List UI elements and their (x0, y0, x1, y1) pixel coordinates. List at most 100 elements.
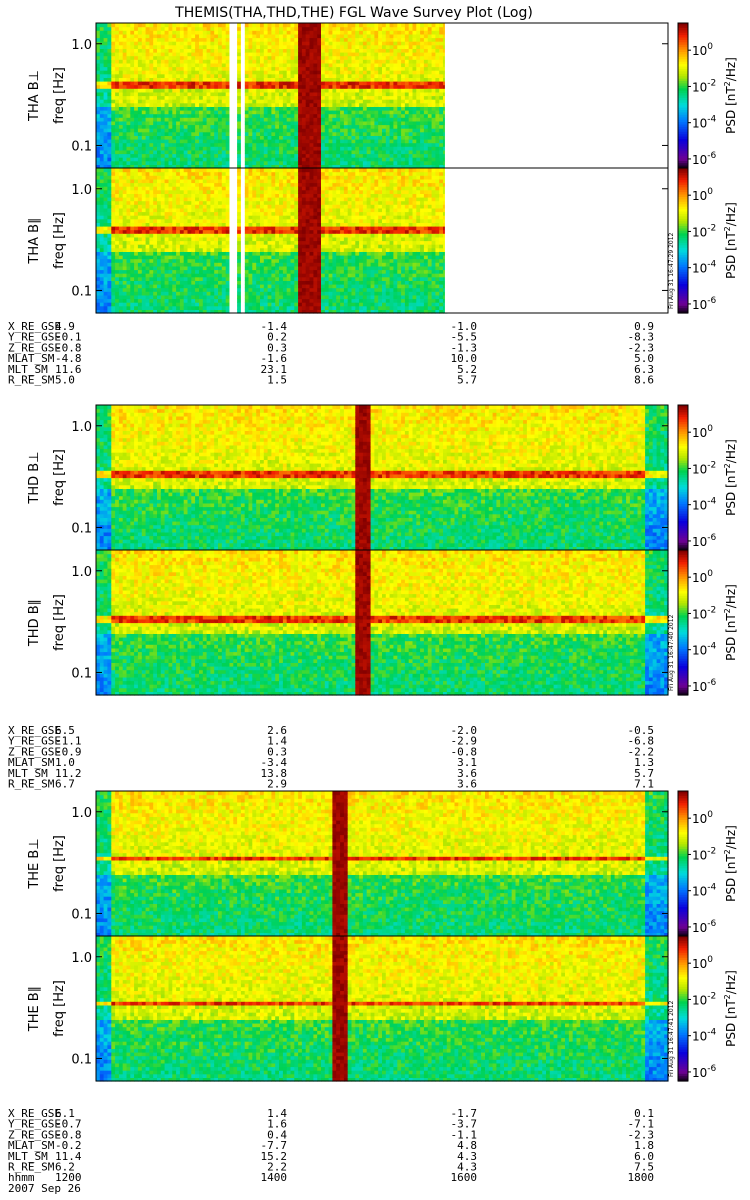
ephemeris-value: 3.1 (457, 756, 477, 769)
colorbar-tick: 10-2 (692, 605, 716, 621)
colorbar-tick: 100 (692, 424, 713, 440)
ephemeris-value: -0.8 (55, 341, 82, 354)
panel-label: THE B∥ (27, 986, 42, 1032)
time-stamp: Fri Aug 31 16:47:41 2012 (668, 1000, 675, 1077)
y-tick-label: 1.0 (71, 420, 92, 435)
y-tick-label: 0.1 (71, 1052, 92, 1067)
ephemeris-value: -2.3 (628, 1128, 655, 1141)
ephemeris-value: 4.3 (457, 1150, 477, 1163)
colorbar-tick: 100 (692, 810, 713, 826)
x-tick-label: 1800 (628, 1171, 655, 1184)
ephemeris-value: 5.7 (634, 767, 654, 780)
y-tick-label: 1.0 (71, 565, 92, 580)
panel-label: THA B⊥ (27, 70, 42, 122)
ephemeris-value: -0.5 (628, 724, 655, 737)
data-gap-2 (444, 168, 457, 313)
ephemeris-name: MLAT_SM (8, 1139, 55, 1152)
ephemeris-value: -1.3 (451, 341, 478, 354)
data-gap-1 (240, 168, 245, 313)
ephemeris-name: X_RE_GSE (8, 724, 61, 737)
ephemeris-value: 7.5 (634, 1161, 654, 1174)
ephemeris-value: 6.0 (634, 1150, 654, 1163)
colorbar: 100 10-2 10-4 10-6 PSD [nT2/Hz] (677, 22, 738, 169)
ephemeris-value: 1.4 (267, 735, 287, 748)
y-axis-label: freq [Hz] (52, 980, 67, 1037)
ephemeris-value: 0.9 (634, 320, 654, 333)
x-axis-label: hhmm (8, 1171, 35, 1184)
ephemeris-name: X_RE_GSE (8, 1107, 61, 1120)
colorbar-tick: 100 (692, 569, 713, 585)
ephemeris-value: -1.7 (451, 1107, 478, 1120)
data-gap-3 (458, 168, 668, 313)
ephemeris-value: 11.6 (55, 363, 82, 376)
ephemeris-value: -3.7 (451, 1118, 478, 1131)
colorbar-tick: 10-4 (692, 497, 717, 513)
data-gap-2 (444, 23, 457, 168)
colorbar-label: PSD [nT2/Hz] (723, 57, 738, 134)
y-axis-label: freq [Hz] (52, 67, 67, 124)
panel-label: THD B∥ (27, 599, 42, 647)
colorbar: 100 10-2 10-4 10-6 PSD [nT2/Hz] (677, 549, 738, 696)
ephemeris-value: -7.1 (628, 1118, 655, 1131)
x-tick-label: 1400 (261, 1171, 288, 1184)
ephemeris-name: Y_RE_GSE (8, 1118, 61, 1131)
colorbar-tick: 100 (692, 955, 713, 971)
ephemeris-value: 5.7 (457, 374, 477, 387)
y-axis-label: freq [Hz] (52, 835, 67, 892)
ephemeris-value: -0.8 (451, 745, 478, 758)
y-tick-label: 0.1 (71, 521, 92, 536)
ephemeris-value: -2.0 (451, 724, 478, 737)
ephemeris-value: 0.4 (267, 1128, 287, 1141)
ephemeris-value: 2.2 (267, 1161, 287, 1174)
ephemeris-value: 1.3 (634, 756, 654, 769)
ephemeris-value: 1.6 (267, 1118, 287, 1131)
colorbar: 100 10-2 10-4 10-6 PSD [nT2/Hz] (677, 404, 738, 551)
ephemeris-value: 1.8 (634, 1139, 654, 1152)
ephemeris-value: 7.1 (634, 778, 654, 791)
ephemeris-value: 1.4 (267, 1107, 287, 1120)
ephemeris-value: -7.7 (261, 1139, 288, 1152)
colorbar-tick: 10-4 (692, 642, 717, 658)
colorbar-label: PSD [nT2/Hz] (723, 970, 738, 1047)
ephemeris-value: -0.1 (55, 331, 82, 344)
panel-label: THE B⊥ (27, 838, 42, 889)
data-gap-1 (240, 23, 245, 168)
data-gap-0 (229, 168, 236, 313)
ephemeris-value: -5.5 (451, 331, 478, 344)
ephemeris-value: 1.0 (55, 756, 75, 769)
ephemeris-value: -0.9 (55, 745, 82, 758)
spectrogram-panel-thd-0: 1.0 0.1 THD B⊥ freq [Hz] 100 10-2 10-4 10-6 PSD … (27, 404, 738, 551)
colorbar-tick: 10-6 (692, 919, 717, 935)
colorbar-label: PSD [nT2/Hz] (723, 825, 738, 902)
ephemeris-value: 5.2 (457, 363, 477, 376)
ephemeris-value: 0.1 (634, 1107, 654, 1120)
ephemeris-name: R_RE_SM (8, 374, 55, 387)
y-tick-label: 1.0 (71, 183, 92, 198)
y-tick-label: 0.1 (71, 139, 92, 154)
y-tick-label: 0.1 (71, 284, 92, 299)
ephemeris-value: 6.3 (634, 363, 654, 376)
colorbar-tick: 10-2 (692, 78, 716, 94)
y-axis-label: freq [Hz] (52, 594, 67, 651)
ephemeris-value: -1.1 (451, 1128, 478, 1141)
x-tick-label: 1200 (55, 1171, 82, 1184)
ephemeris-name: X_RE_GSE (8, 320, 61, 333)
ephemeris-value: 23.1 (261, 363, 288, 376)
ephemeris-name: MLT_SM (8, 1150, 48, 1163)
ephemeris-name: Y_RE_GSE (8, 331, 61, 344)
ephemeris-value: 3.6 (457, 778, 477, 791)
colorbar-tick: 10-6 (692, 533, 717, 549)
y-axis-label: freq [Hz] (52, 212, 67, 269)
spectrogram-panel-tha-0: 1.0 0.1 THA B⊥ freq [Hz] 100 10-2 10-4 10-6 PSD … (27, 22, 738, 169)
ephemeris-value: 4.8 (457, 1139, 477, 1152)
colorbar-tick: 10-6 (692, 151, 717, 167)
ephemeris-value: -0.8 (55, 1128, 82, 1141)
ephemeris-value: 2.9 (267, 778, 287, 791)
ephemeris-value: 4.3 (457, 1161, 477, 1174)
ephemeris-value: 0.3 (267, 745, 287, 758)
time-stamp: Fri Aug 31 16:47:29 2012 (668, 232, 675, 309)
ephemeris-name: Z_RE_GSE (8, 1128, 61, 1141)
colorbar: 100 10-2 10-4 10-6 PSD [nT2/Hz] (677, 935, 738, 1082)
colorbar-tick: 100 (692, 187, 713, 203)
